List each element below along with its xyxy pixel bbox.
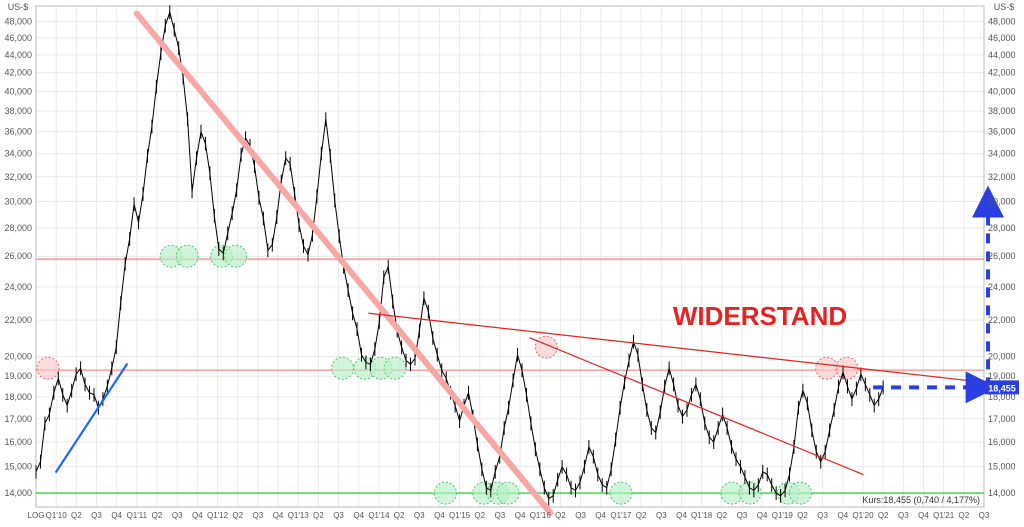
svg-text:44,000: 44,000 — [988, 50, 1016, 60]
svg-text:Q2: Q2 — [555, 511, 566, 520]
svg-text:Q4: Q4 — [273, 511, 284, 520]
svg-text:42,000: 42,000 — [4, 68, 32, 78]
svg-text:38,000: 38,000 — [4, 106, 32, 116]
svg-text:Q3: Q3 — [172, 511, 183, 520]
svg-text:24,000: 24,000 — [4, 282, 32, 292]
svg-text:Q3: Q3 — [898, 511, 909, 520]
svg-text:Q2: Q2 — [797, 511, 808, 520]
svg-text:20,000: 20,000 — [4, 352, 32, 362]
svg-text:15,000: 15,000 — [988, 462, 1016, 472]
svg-text:Q2: Q2 — [71, 511, 82, 520]
svg-text:Q3: Q3 — [737, 511, 748, 520]
svg-text:Q4: Q4 — [434, 511, 445, 520]
svg-text:28,000: 28,000 — [988, 223, 1016, 233]
svg-text:Q1'13: Q1'13 — [288, 511, 310, 520]
current-price-tag: 18,455 — [985, 380, 1019, 394]
svg-text:14,000: 14,000 — [988, 488, 1016, 498]
svg-text:Q4: Q4 — [837, 511, 848, 520]
svg-text:Q1'12: Q1'12 — [207, 511, 229, 520]
svg-text:36,000: 36,000 — [988, 127, 1016, 137]
svg-text:38,000: 38,000 — [988, 106, 1016, 116]
svg-text:Q4: Q4 — [757, 511, 768, 520]
svg-text:16,000: 16,000 — [4, 437, 32, 447]
svg-text:Q2: Q2 — [474, 511, 485, 520]
svg-text:46,000: 46,000 — [988, 33, 1016, 43]
svg-text:16,000: 16,000 — [988, 437, 1016, 447]
svg-text:Q2: Q2 — [152, 511, 163, 520]
svg-text:46,000: 46,000 — [4, 33, 32, 43]
axis-unit-left: US-$ — [8, 2, 29, 12]
svg-text:Q3: Q3 — [575, 511, 586, 520]
svg-text:24,000: 24,000 — [988, 282, 1016, 292]
svg-text:Q1'14: Q1'14 — [368, 511, 390, 520]
svg-text:48,000: 48,000 — [988, 17, 1016, 27]
svg-text:Q1'16: Q1'16 — [530, 511, 552, 520]
svg-text:Q1'17: Q1'17 — [610, 511, 632, 520]
svg-text:14,000: 14,000 — [4, 488, 32, 498]
svg-text:Q4: Q4 — [353, 511, 364, 520]
svg-text:26,000: 26,000 — [988, 251, 1016, 261]
svg-text:42,000: 42,000 — [988, 68, 1016, 78]
svg-text:18,000: 18,000 — [4, 392, 32, 402]
svg-text:Q3: Q3 — [979, 511, 990, 520]
svg-text:Q2: Q2 — [232, 511, 243, 520]
svg-text:Q3: Q3 — [253, 511, 264, 520]
svg-text:Q3: Q3 — [414, 511, 425, 520]
svg-text:48,000: 48,000 — [4, 17, 32, 27]
price-chart: 48,000 46,000 44,000 42,000 40,000 38,000 36,0… — [0, 0, 1024, 527]
svg-text:17,000: 17,000 — [4, 414, 32, 424]
svg-text:Q2: Q2 — [313, 511, 324, 520]
svg-text:34,000: 34,000 — [988, 149, 1016, 159]
svg-text:17,000: 17,000 — [988, 414, 1016, 424]
svg-text:32,000: 32,000 — [988, 172, 1016, 182]
svg-text:44,000: 44,000 — [4, 50, 32, 60]
svg-text:18,455: 18,455 — [988, 383, 1016, 393]
svg-text:34,000: 34,000 — [4, 149, 32, 159]
svg-text:36,000: 36,000 — [4, 127, 32, 137]
kurs-label: Kurs:18,455 (0,740 / 4,177%) — [862, 495, 980, 505]
svg-text:Q4: Q4 — [515, 511, 526, 520]
svg-text:Q4: Q4 — [595, 511, 606, 520]
svg-text:40,000: 40,000 — [4, 86, 32, 96]
svg-text:22,000: 22,000 — [988, 315, 1016, 325]
svg-text:Q2: Q2 — [878, 511, 889, 520]
svg-text:LOG: LOG — [28, 511, 45, 520]
svg-text:Q3: Q3 — [333, 511, 344, 520]
svg-text:Q1'18: Q1'18 — [691, 511, 713, 520]
svg-text:Q2: Q2 — [716, 511, 727, 520]
svg-text:26,000: 26,000 — [4, 251, 32, 261]
svg-text:22,000: 22,000 — [4, 315, 32, 325]
svg-text:30,000: 30,000 — [4, 196, 32, 206]
svg-text:19,000: 19,000 — [4, 371, 32, 381]
svg-text:19,000: 19,000 — [988, 371, 1016, 381]
svg-text:Q3: Q3 — [817, 511, 828, 520]
svg-text:Q1'21: Q1'21 — [933, 511, 955, 520]
svg-text:20,000: 20,000 — [988, 352, 1016, 362]
annotation-widerstand: WIDERSTAND — [673, 301, 847, 331]
svg-text:Q2: Q2 — [394, 511, 405, 520]
svg-text:Q1'10: Q1'10 — [46, 511, 68, 520]
svg-text:Q2: Q2 — [958, 511, 969, 520]
svg-text:Q1'20: Q1'20 — [852, 511, 874, 520]
svg-text:32,000: 32,000 — [4, 172, 32, 182]
svg-text:40,000: 40,000 — [988, 86, 1016, 96]
svg-text:Q3: Q3 — [495, 511, 506, 520]
svg-text:Q1'19: Q1'19 — [772, 511, 794, 520]
svg-text:Q3: Q3 — [91, 511, 102, 520]
svg-text:28,000: 28,000 — [4, 223, 32, 233]
svg-text:Q4: Q4 — [918, 511, 929, 520]
svg-text:Q2: Q2 — [636, 511, 647, 520]
svg-text:Q4: Q4 — [676, 511, 687, 520]
svg-text:Q1'15: Q1'15 — [449, 511, 471, 520]
axis-unit-right: US-$ — [994, 2, 1015, 12]
svg-text:30,000: 30,000 — [988, 196, 1016, 206]
svg-text:Q4: Q4 — [111, 511, 122, 520]
svg-text:Q4: Q4 — [192, 511, 203, 520]
svg-text:Q1'11: Q1'11 — [127, 511, 148, 520]
svg-text:Q3: Q3 — [656, 511, 667, 520]
svg-text:15,000: 15,000 — [4, 462, 32, 472]
